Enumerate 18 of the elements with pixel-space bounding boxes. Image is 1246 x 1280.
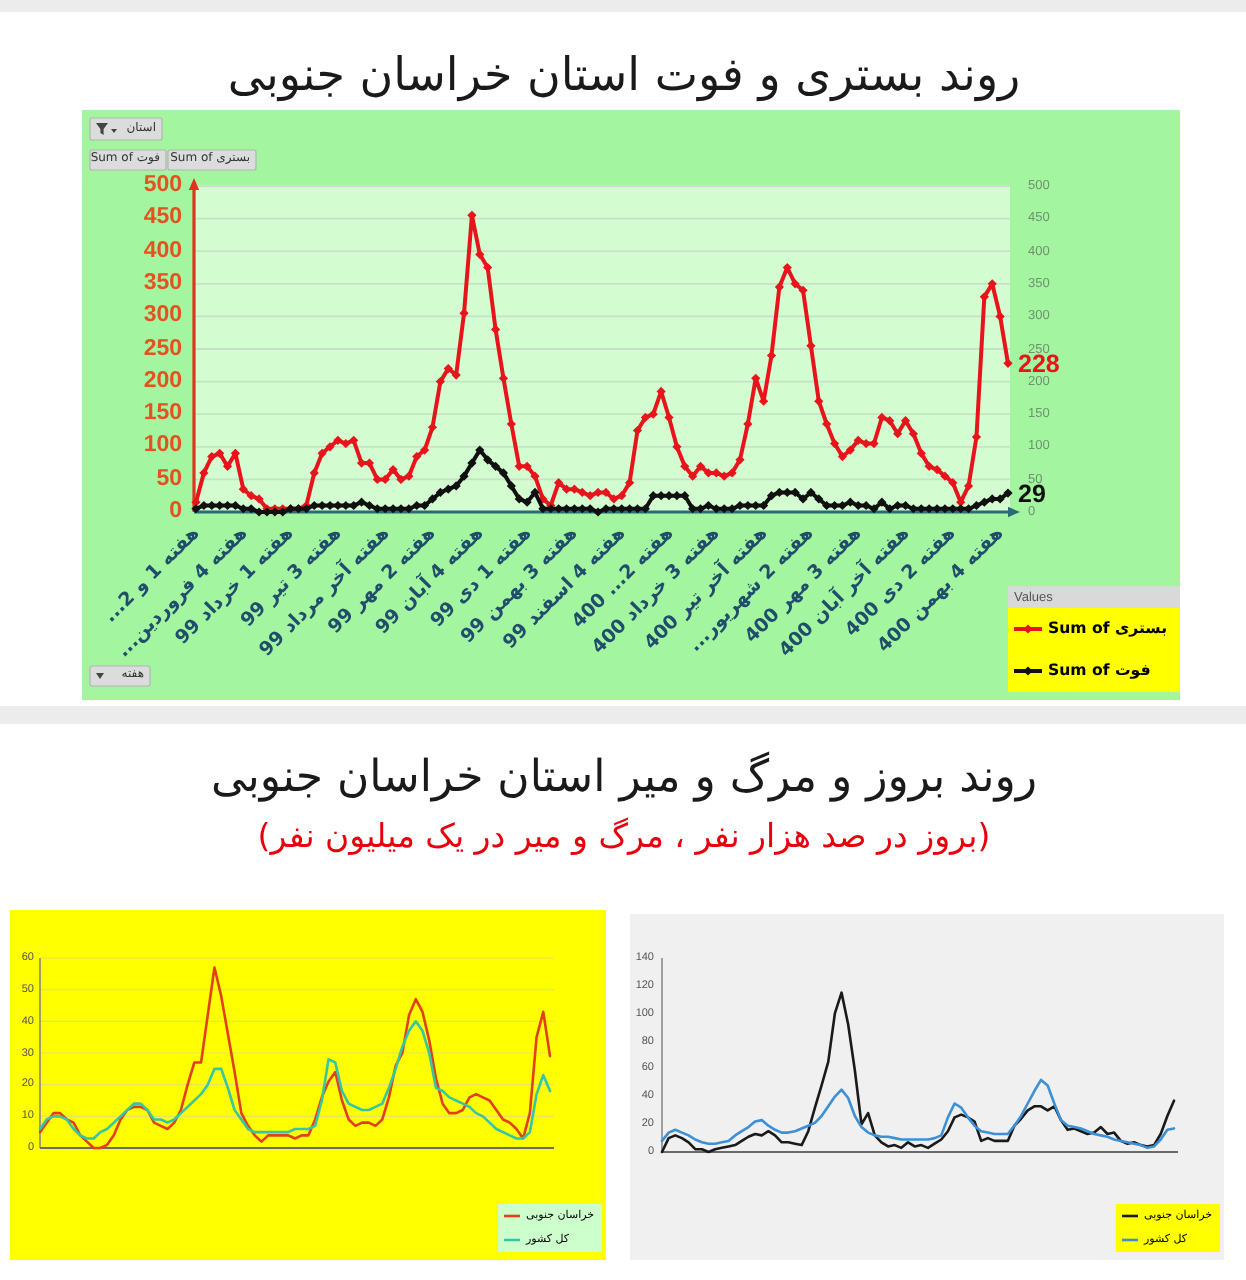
y-tick-label: 350 bbox=[143, 270, 182, 297]
y-tick-label: 0 bbox=[169, 498, 182, 526]
line-series bbox=[660, 991, 1176, 1154]
y-tick-label: 400 bbox=[143, 237, 182, 265]
chart-title: روند بروز و مرگ و میر استان خراسان جنوبی bbox=[210, 752, 1038, 804]
y-tick-label: 450 bbox=[143, 205, 182, 232]
text: (بروز در صد هزار نفر ، مرگ و میر در یک میلیون نفر) bbox=[257, 817, 991, 857]
line-series bbox=[38, 1020, 552, 1140]
y-tick-label: 100 bbox=[143, 433, 182, 460]
y-tick-label: 300 bbox=[143, 303, 182, 330]
y-tick-label: 500 bbox=[143, 172, 182, 200]
y-tick-label: 150 bbox=[143, 400, 182, 428]
line-series bbox=[660, 1078, 1176, 1150]
chart-title: روند بستری و فوت استان خراسان جنوبی bbox=[227, 49, 1021, 103]
line-series bbox=[38, 966, 552, 1150]
y-tick-label: 50 bbox=[156, 466, 182, 493]
y-tick-label: 200 bbox=[143, 368, 182, 395]
y-tick-label: 250 bbox=[143, 335, 182, 363]
